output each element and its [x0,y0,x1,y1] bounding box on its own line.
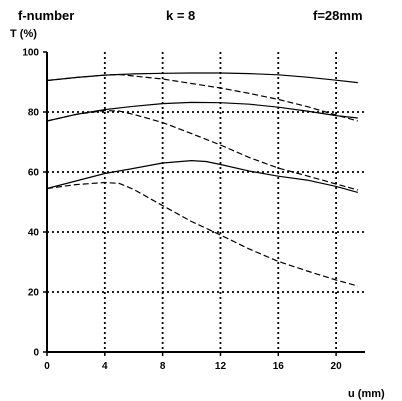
y-tick-label: 80 [28,108,40,119]
series-line-6-dashed [46,181,358,287]
series-line-5-solid [46,160,358,193]
x-tick-label: 0 [44,361,50,372]
series-line-3-solid [46,101,358,122]
x-tick-label: 8 [160,361,166,372]
y-tick-label: 60 [28,168,40,179]
x-axis-label: u (mm) [348,388,385,400]
series-line-2-dashed [46,73,358,122]
x-tick-label: 12 [215,361,227,372]
x-tick-label: 20 [331,361,343,372]
x-tick-label: 4 [102,361,108,372]
y-tick-label: 40 [28,228,40,239]
header-f-number: f-number [18,8,75,23]
grid [47,52,365,352]
header-k-value: k = 8 [166,8,196,23]
header-focal-length: f=28mm [313,8,363,23]
series-line-1-solid [46,72,358,84]
y-axis-label: T (%) [10,28,37,40]
y-tick-label: 20 [28,288,40,299]
series-line-4-dashed [46,109,358,191]
y-tick-label: 100 [22,48,39,59]
series-group [46,72,358,287]
x-tick-label: 16 [273,361,285,372]
axes [43,51,365,356]
tick-labels: 0 20 40 60 80 100 0 4 8 12 16 20 [22,48,342,373]
y-tick-label: 0 [33,348,39,359]
